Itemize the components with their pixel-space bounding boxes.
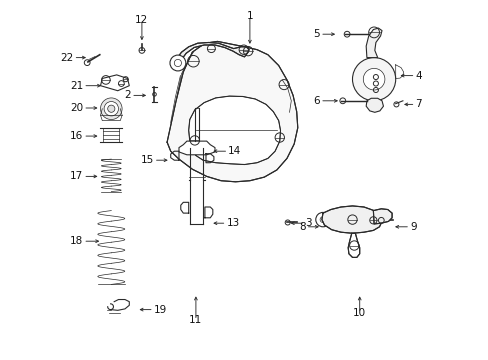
- Circle shape: [352, 58, 395, 101]
- Circle shape: [84, 60, 90, 66]
- Text: 19: 19: [153, 305, 167, 315]
- Text: 21: 21: [70, 81, 83, 91]
- Text: 3: 3: [305, 218, 311, 228]
- Polygon shape: [188, 96, 280, 165]
- Text: 7: 7: [415, 99, 421, 109]
- Text: 13: 13: [226, 218, 239, 228]
- Circle shape: [170, 55, 185, 71]
- Circle shape: [104, 102, 118, 116]
- Polygon shape: [366, 98, 383, 112]
- Text: 17: 17: [70, 171, 83, 181]
- Polygon shape: [176, 42, 249, 67]
- Text: 1: 1: [246, 11, 253, 21]
- Text: 5: 5: [313, 29, 320, 39]
- Text: 22: 22: [60, 53, 73, 63]
- Text: 15: 15: [140, 155, 153, 165]
- Polygon shape: [179, 141, 215, 155]
- Text: 2: 2: [124, 90, 131, 100]
- Circle shape: [315, 212, 329, 227]
- Polygon shape: [373, 209, 391, 224]
- Text: 10: 10: [352, 308, 366, 318]
- Text: 8: 8: [299, 222, 305, 232]
- Polygon shape: [167, 41, 297, 182]
- Text: 18: 18: [70, 236, 83, 246]
- Polygon shape: [101, 75, 129, 91]
- Text: 6: 6: [313, 96, 320, 106]
- Text: 12: 12: [135, 15, 148, 25]
- Text: 9: 9: [409, 222, 416, 232]
- Circle shape: [101, 98, 122, 120]
- Text: 11: 11: [189, 315, 202, 325]
- Polygon shape: [366, 28, 381, 58]
- Text: 20: 20: [70, 103, 83, 113]
- Polygon shape: [321, 206, 381, 233]
- Polygon shape: [347, 233, 359, 257]
- Text: 4: 4: [415, 71, 421, 81]
- Text: 16: 16: [70, 131, 83, 141]
- Text: 14: 14: [228, 146, 241, 156]
- Circle shape: [363, 68, 384, 90]
- Circle shape: [107, 105, 115, 112]
